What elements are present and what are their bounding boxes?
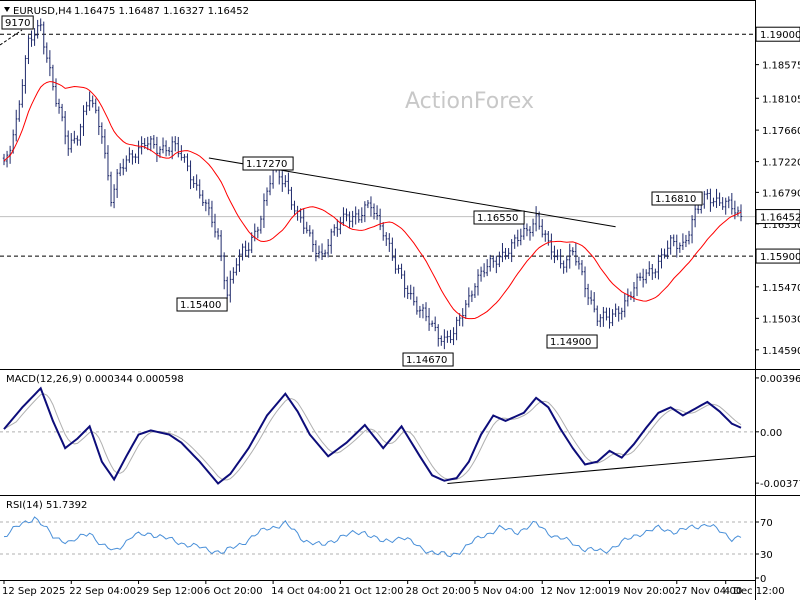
rsi-title: RSI(14) 51.7392 [6, 500, 87, 511]
time-tick-label: 5 Nov 04:00 [473, 586, 534, 597]
time-tick-label: 27 Nov 04:00 [675, 586, 742, 597]
time-tick-label: 29 Sep 12:00 [137, 586, 204, 597]
price-tick-label: 1.16790 [762, 188, 800, 199]
time-tick-label: 28 Oct 20:00 [406, 586, 471, 597]
swing-label: 1.14670 [406, 355, 447, 366]
ohlc-label: 1.16475 1.16487 1.16327 1.16452 [74, 6, 249, 17]
swing-label: 1.15400 [180, 300, 221, 311]
macd-panel: 0.003964 0.00 -0.003774 [0, 374, 800, 490]
price-tick-label: 1.18105 [762, 94, 800, 105]
macd-tick-label: 0.00 [760, 428, 782, 439]
time-tick-label: 4 Dec 12:00 [724, 586, 785, 597]
current-price-label: 1.16452 [760, 213, 800, 224]
time-tick-label: 19 Nov 20:00 [608, 586, 675, 597]
swing-label-box [402, 352, 454, 367]
level-price-box [755, 26, 800, 42]
price-tick-label: 1.16350 [762, 220, 800, 231]
level-price-box [755, 248, 800, 264]
time-tick-label: 12 Sep 2025 [2, 586, 65, 597]
current-price-box [755, 209, 800, 225]
level-price-label: 1.15900 [760, 252, 800, 263]
swing-label-box [473, 210, 525, 225]
price-panel: 1.19000 1.15900 1.18575 1.18105 1.17660 1.172… [0, 15, 800, 367]
swing-label-box [546, 334, 598, 349]
swing-label-box [651, 191, 703, 206]
price-tick-label: 1.14590 [762, 346, 800, 357]
axis-labels: 12 Sep 2025 22 Sep 04:00 29 Sep 12:00 6 Oct… [2, 580, 785, 597]
moving-average-line [3, 81, 742, 320]
dashed-trendline [0, 29, 23, 46]
price-tick-label: 1.17660 [762, 126, 800, 137]
swing-label: 1.16810 [655, 194, 696, 205]
rsi-tick-label: 70 [760, 518, 773, 529]
rsi-panel: 70 30 0 [0, 516, 773, 585]
time-tick-label: 12 Nov 12:00 [540, 586, 607, 597]
price-tick-label: 1.15030 [762, 314, 800, 325]
time-tick-label: 22 Sep 04:00 [69, 586, 136, 597]
symbol-label: EURUSD,H4 [13, 6, 72, 17]
swing-label: 1.17270 [246, 159, 287, 170]
swing-label-box [176, 297, 228, 312]
macd-tick-label: -0.003774 [760, 479, 800, 490]
swing-label: 1.16550 [477, 213, 518, 224]
macd-title: MACD(12,26,9) 0.000344 0.000598 [6, 374, 184, 385]
watermark: ActionForex [405, 89, 534, 114]
rsi-tick-label: 30 [760, 550, 773, 561]
macd-signal-line [3, 393, 742, 481]
macd-main-line [3, 386, 742, 485]
swing-label: 1.14900 [550, 337, 591, 348]
time-tick-label: 14 Oct 04:00 [271, 586, 336, 597]
macd-tick-label: 0.003964 [760, 374, 800, 385]
dropdown-triangle-icon[interactable] [4, 7, 10, 12]
price-tick-label: 1.15470 [762, 283, 800, 294]
price-tick-label: 1.17220 [762, 158, 800, 169]
time-tick-label: 21 Oct 12:00 [338, 586, 403, 597]
rsi-line [3, 516, 742, 558]
price-tick-label: 1.18575 [762, 61, 800, 72]
swing-label-box [242, 156, 294, 171]
swing-label-box [1, 15, 34, 30]
level-price-label: 1.19000 [760, 30, 800, 41]
macd-support-trendline [447, 455, 756, 484]
time-tick-label: 6 Oct 20:00 [204, 586, 263, 597]
rsi-tick-label: 0 [760, 574, 766, 585]
swing-label: 9170 [5, 18, 30, 29]
